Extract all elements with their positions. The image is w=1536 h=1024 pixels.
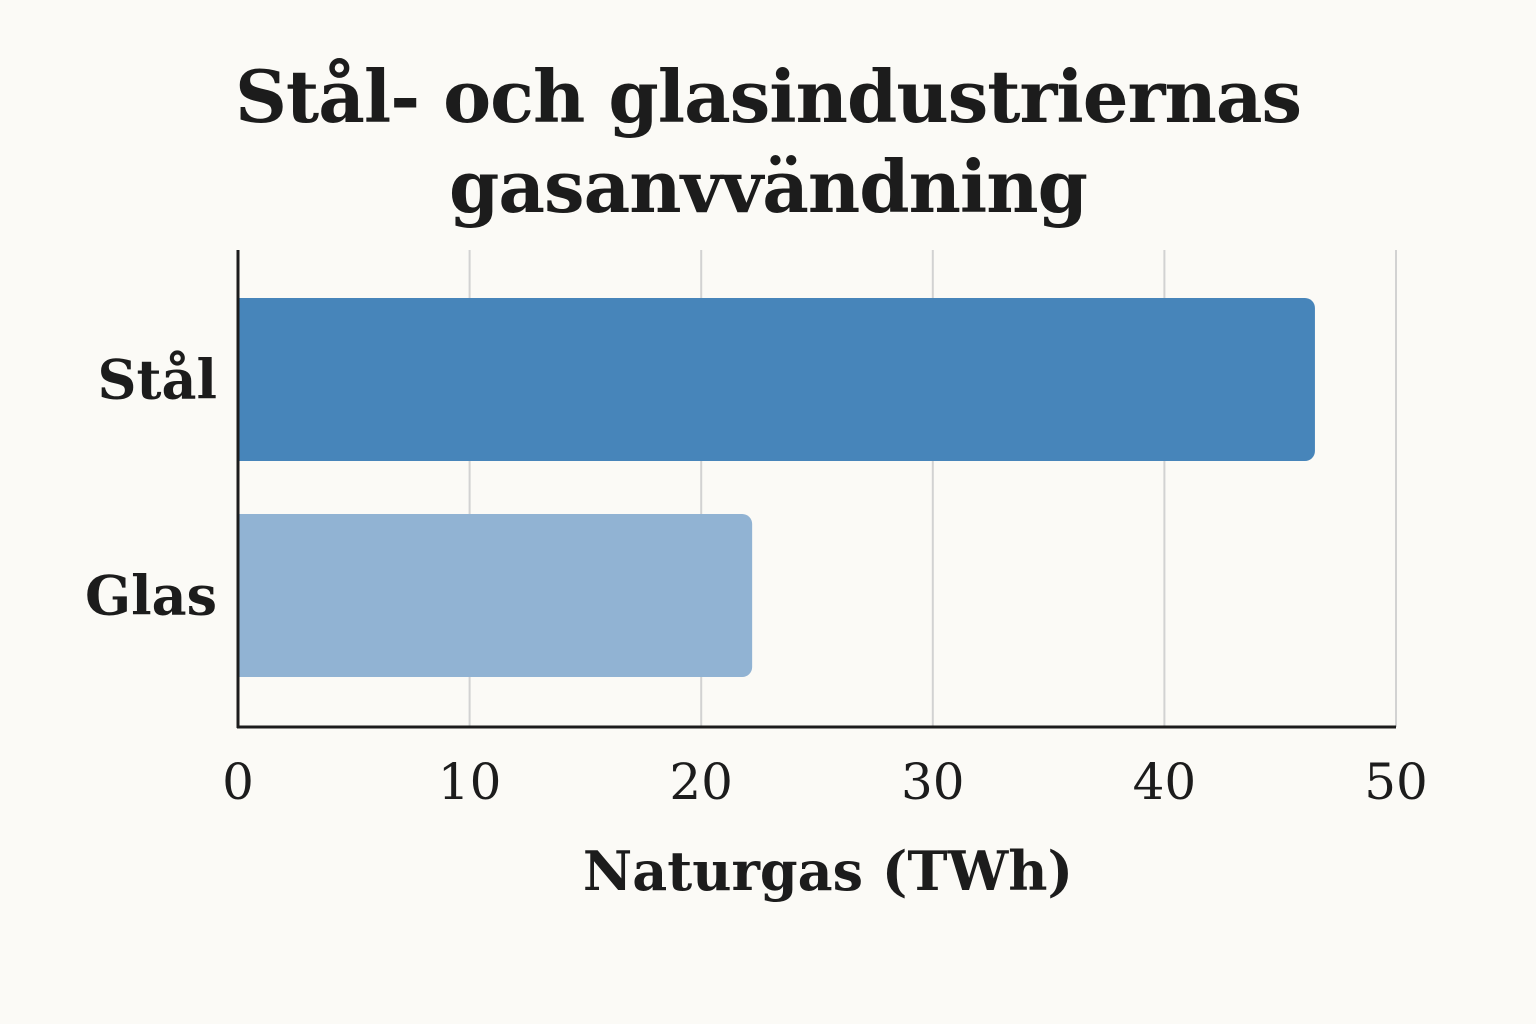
chart-title-line-2: gasanvvändning (449, 144, 1088, 229)
bar-st-l (238, 298, 1315, 461)
x-tick-label-10: 10 (438, 753, 502, 811)
bar-glas (238, 514, 753, 677)
bars (238, 298, 1315, 677)
chart-title-line-1: Stål- och glasindustriernas (234, 54, 1302, 139)
chart-title: Stål- och glasindustriernas gasanvvändni… (0, 52, 1536, 232)
x-tick-label-0: 0 (222, 753, 254, 811)
axes (236, 250, 1396, 729)
bar-edge-1 (238, 514, 250, 677)
x-tick-label-30: 30 (901, 753, 965, 811)
x-tick-label-20: 20 (669, 753, 733, 811)
category-label-0: Stål (98, 348, 217, 412)
x-axis-title: Naturgas (TWh) (583, 839, 1073, 903)
bar-edge-0 (238, 298, 250, 461)
x-tick-label-50: 50 (1364, 753, 1428, 811)
x-tick-label-40: 40 (1133, 753, 1197, 811)
labels: Stål Glas 0 10 20 30 40 50 (85, 348, 1428, 812)
category-label-1: Glas (85, 564, 217, 628)
